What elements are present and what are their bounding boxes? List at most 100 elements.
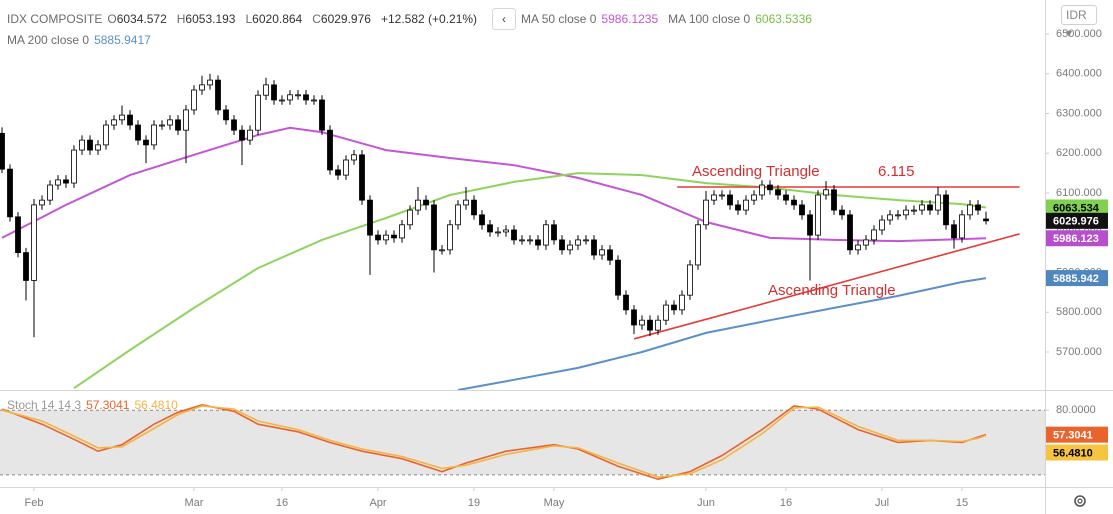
candle-body	[191, 89, 197, 111]
candle-body	[295, 94, 301, 97]
candle-body	[47, 184, 53, 201]
candle-body	[839, 209, 845, 216]
symbol-title: IDX COMPOSITE	[7, 12, 103, 26]
stoch-value: 57.3041	[86, 398, 130, 412]
candle-body	[511, 229, 517, 241]
candle-body	[119, 114, 125, 121]
candle-body	[231, 119, 237, 131]
candle-body	[679, 294, 685, 311]
y-tick-label: 6100.000	[1056, 187, 1102, 199]
stoch-title: Stoch 14 14 3	[7, 398, 82, 412]
candle-body	[135, 124, 141, 141]
candle-body	[983, 218, 989, 222]
value-tag	[1046, 444, 1108, 461]
collapse-button[interactable]: ‹	[492, 8, 517, 30]
ma-value: 5885.9417	[94, 33, 151, 47]
candle-body	[599, 249, 605, 256]
candle-body	[183, 109, 189, 131]
candle-body	[551, 224, 557, 241]
candle-body	[487, 224, 493, 233]
candle-body	[871, 229, 877, 241]
candle-body	[199, 84, 205, 91]
x-tick-label: 19	[468, 497, 480, 509]
value-tag-label: 57.3041	[1053, 430, 1093, 442]
candle-body	[0, 132, 5, 170]
price-tag-label: 5885.942	[1053, 273, 1099, 285]
stoch-value: 56.4810	[134, 398, 178, 412]
value-tag	[1046, 426, 1108, 443]
candle-body	[423, 199, 429, 206]
ohlc-value: 6053.193	[185, 12, 236, 26]
candle-body	[671, 304, 677, 311]
y-tick-label: 6400.000	[1056, 68, 1102, 80]
candle-body	[823, 189, 829, 196]
ma-name: MA 100 close 0	[668, 12, 751, 26]
y-tick-label: 80.0000	[1056, 404, 1096, 416]
ohlc-prefix: O	[107, 12, 117, 26]
candle-body	[271, 84, 277, 101]
candle-body	[631, 309, 637, 326]
candle-body	[807, 214, 813, 236]
candle-body	[175, 119, 181, 131]
x-tick-label: Feb	[25, 497, 44, 509]
candle-body	[263, 84, 269, 96]
candle-body	[687, 264, 693, 296]
price-tag	[1046, 199, 1108, 216]
candle-body	[167, 119, 173, 126]
candle-body	[127, 114, 133, 126]
moving-average	[1, 126, 987, 243]
candle-body	[63, 179, 69, 184]
x-tick-label: Mar	[185, 497, 204, 509]
settings-icon[interactable]	[1074, 495, 1086, 507]
candle-body	[87, 139, 93, 151]
candle-body	[903, 209, 909, 216]
candle-body	[719, 194, 725, 197]
candle-body	[791, 199, 797, 206]
stoch-band	[0, 410, 1045, 475]
candle-body	[151, 124, 157, 146]
candle-body	[759, 184, 765, 196]
candle-body	[479, 214, 485, 226]
candle-body	[415, 199, 421, 211]
candle-body	[543, 224, 549, 246]
candle-body	[831, 189, 837, 211]
price-tag	[1046, 212, 1108, 229]
x-tick-label: Jun	[697, 497, 715, 509]
ma-value: 5986.1235	[601, 12, 659, 26]
candle-body	[383, 234, 389, 241]
y-tick-label: 5700.000	[1056, 346, 1102, 358]
candle-body	[711, 194, 717, 201]
currency-selector[interactable]: IDR ▾	[1061, 5, 1097, 40]
candle-body	[343, 159, 349, 176]
candle-body	[727, 194, 733, 206]
candle-body	[303, 94, 309, 101]
candle-body	[607, 249, 613, 261]
candle-body	[503, 229, 509, 233]
candle-body	[919, 204, 925, 211]
candle-body	[535, 239, 541, 246]
candle-body	[55, 179, 61, 186]
candle-body	[15, 216, 21, 254]
annotation: Ascending Triangle	[768, 282, 896, 299]
price-tag	[1046, 230, 1108, 247]
x-tick-label: May	[544, 497, 565, 509]
candle-body	[111, 119, 117, 126]
candle-body	[775, 189, 781, 196]
candle-body	[583, 239, 589, 242]
candle-body	[847, 214, 853, 251]
ma-name: MA 200 close 0	[7, 33, 90, 47]
stoch-legend: Stoch 14 14 3 57.3041 56.4810	[7, 398, 183, 412]
ma-name: MA 50 close 0	[521, 12, 597, 26]
candle-body	[407, 209, 413, 226]
candle-body	[663, 304, 669, 321]
moving-average	[457, 277, 987, 390]
candle-body	[7, 168, 13, 218]
price-tag-label: 6063.534	[1053, 202, 1100, 214]
candle-body	[519, 239, 525, 242]
candle-body	[319, 99, 325, 131]
candle-body	[527, 239, 533, 242]
stoch-line	[1, 405, 987, 478]
candle-body	[879, 219, 885, 231]
candle-body	[895, 214, 901, 217]
candle-body	[327, 129, 333, 171]
